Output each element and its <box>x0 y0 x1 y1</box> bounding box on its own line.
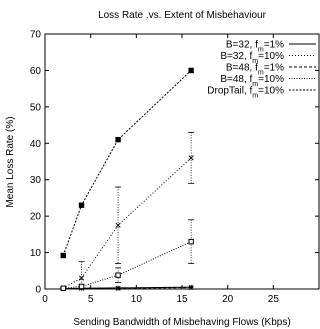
series-4 <box>60 219 195 291</box>
y-tick-label: 0 <box>35 285 41 296</box>
legend-label-subscript: m <box>258 69 264 76</box>
legend-label: B=32, fm=10% <box>220 51 284 65</box>
x-tick-label: 5 <box>88 294 94 305</box>
legend-label-main: B=32, f <box>226 40 258 51</box>
legend-label: B=48, fm=10% <box>220 74 284 88</box>
legend-label-tail: =10% <box>258 51 284 62</box>
legend-label-main: B=48, f <box>220 74 252 85</box>
y-tick-label: 70 <box>30 30 42 41</box>
series-line <box>63 157 192 289</box>
chart-title: Loss Rate .vs. Extent of Misbehaviour <box>98 10 267 21</box>
series-line <box>62 70 192 256</box>
legend-label-subscript: m <box>252 58 258 65</box>
x-axis: 0 5 10 15 20 25 <box>42 34 279 305</box>
legend-label: DropTail, fm=10% <box>207 86 284 100</box>
y-tick-label: 50 <box>30 102 42 113</box>
legend: B=32, fm=1%B=32, fm=10%B=48, fm=1%B=48, … <box>207 40 316 100</box>
y-axis-label: Mean Loss Rate (%) <box>5 116 16 207</box>
x-tick-label: 25 <box>268 294 280 305</box>
data-point <box>78 283 85 290</box>
legend-label-subscript: m <box>252 92 258 99</box>
y-axis: 0 10 20 30 40 50 60 70 <box>30 30 319 296</box>
y-tick-label: 40 <box>30 139 42 150</box>
legend-item: B=32, fm=10% <box>220 51 316 65</box>
x-tick-label: 10 <box>131 294 143 305</box>
legend-label: B=48, fm=1% <box>226 63 284 77</box>
series-line <box>63 287 192 290</box>
legend-item: B=48, fm=1% <box>226 63 316 77</box>
series-line <box>63 241 192 289</box>
data-point <box>78 275 85 281</box>
error-bar <box>115 267 122 283</box>
error-bar <box>188 219 195 264</box>
data-point <box>188 155 194 161</box>
data-point <box>78 202 85 208</box>
legend-label-tail: =10% <box>258 86 284 97</box>
data-point <box>188 238 194 245</box>
data-point <box>115 285 121 291</box>
series-5 <box>60 67 194 259</box>
series-layer <box>60 67 195 292</box>
legend-label-tail: =1% <box>264 63 284 74</box>
legend-item: B=32, fm=1% <box>226 40 316 54</box>
legend-label-tail: =1% <box>264 40 284 51</box>
legend-label-subscript: m <box>258 46 264 53</box>
legend-label-subscript: m <box>252 81 258 88</box>
legend-label-main: DropTail, f <box>207 86 252 97</box>
legend-item: B=48, fm=10% <box>220 74 316 88</box>
data-point <box>115 272 121 278</box>
data-point <box>60 252 66 259</box>
data-point <box>115 222 121 228</box>
legend-label: B=32, fm=1% <box>226 40 284 54</box>
legend-label-main: B=48, f <box>226 63 258 74</box>
series-2 <box>60 131 195 291</box>
legend-item: DropTail, fm=10% <box>207 86 316 100</box>
data-point <box>188 67 194 74</box>
legend-label-main: B=32, f <box>220 51 252 62</box>
x-axis-label: Sending Bandwidth of Misbehaving Flows (… <box>73 317 290 328</box>
x-tick-label: 0 <box>42 294 48 305</box>
y-tick-label: 10 <box>30 248 42 259</box>
x-tick-label: 20 <box>222 294 234 305</box>
data-point <box>115 136 121 143</box>
data-point <box>60 285 66 291</box>
y-tick-label: 30 <box>30 175 42 186</box>
legend-label-tail: =10% <box>258 74 284 85</box>
x-tick-label: 15 <box>176 294 188 305</box>
y-tick-label: 20 <box>30 212 42 223</box>
data-point <box>188 284 194 291</box>
y-tick-label: 60 <box>30 66 42 77</box>
